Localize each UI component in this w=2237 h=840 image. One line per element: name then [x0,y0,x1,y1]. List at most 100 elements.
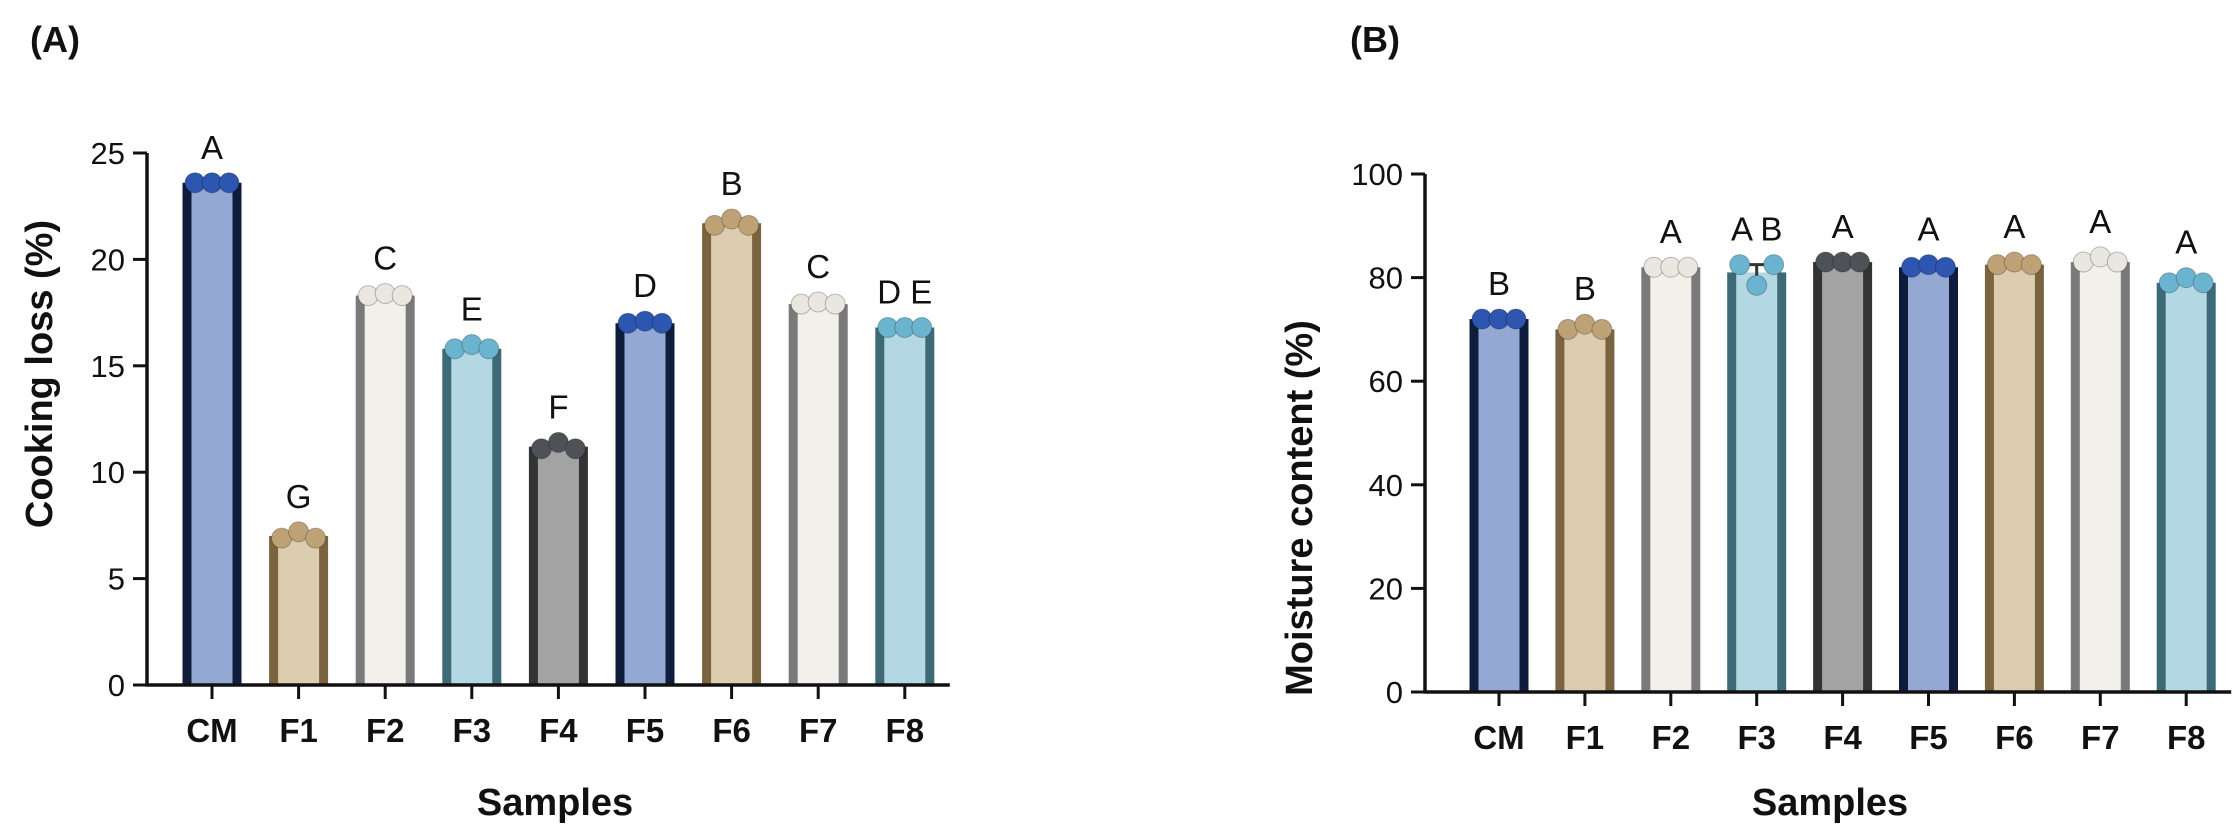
panel-a-x-tick-label-f4: F4 [539,712,578,749]
panel-b-data-point-f8-3 [2192,272,2214,294]
panel-a-significance-label-cm: A [201,129,223,166]
panel-a-bar-edge-left-f3 [442,348,452,685]
panel-b-significance-label-f5: A [1917,211,1939,248]
panel-a-bar-edge-right-f8 [925,327,935,685]
panel-b-significance-label-f4: A [1832,208,1854,245]
panel-b-bar-edge-left-f1 [1555,329,1565,692]
panel-b-bar-f6 [1989,264,2040,692]
panel-a-bar-edge-left-f5 [615,323,625,685]
panel-a-bar-edge-right-f4 [578,446,588,685]
panel-b-significance-label-cm: B [1488,265,1510,302]
panel-a-plot-area: A CM G F1 C F2 E F3 F F4 D F5 B F6 C F7 D E F8 0 5 10 15 20 25 [91,129,950,749]
panel-b-significance-label-f2: A [1660,213,1682,250]
panel-a-bar-f6 [706,223,757,685]
panel-b-bar-edge-right-f8 [2206,282,2216,692]
panel-a-x-tick-label-f5: F5 [626,712,665,749]
panel-a-bar-edge-right-cm [232,182,242,686]
panel-b-bar-f1 [1559,329,1610,692]
panel-a-bar-f4 [533,446,584,685]
panel-b-x-tick-label-f3: F3 [1737,719,1776,756]
panel-a-significance-label-f3: E [461,291,483,328]
panel-a-bar-f7 [793,304,844,685]
panel-b-data-point-f2-3 [1677,256,1699,278]
panel-b-x-tick-label-f1: F1 [1566,719,1605,756]
panel-b-bar-edge-right-f2 [1691,267,1701,692]
panel-b-bar-edge-left-cm [1469,319,1479,692]
panel-a-x-axis-title: Samples [477,782,633,824]
panel-b-data-point-f4-3 [1849,251,1871,273]
panel-b-significance-label-f6: A [2003,208,2025,245]
panel-a-bar-f5 [620,323,670,685]
panel-a-bar-edge-right-f5 [665,323,675,685]
panel-a-y-tick-label-0: 0 [108,668,125,703]
panel-b-bar-edge-left-f7 [2070,262,2080,692]
panel-a-bar-edge-left-cm [182,182,192,686]
panel-a-significance-label-f2: C [373,239,397,276]
panel-b-bar-edge-right-f1 [1605,329,1615,692]
panel-a-significance-label-f4: F [548,388,568,425]
panel-b-bar-edge-right-f6 [2034,264,2044,692]
panel-b-x-tick-label-f6: F6 [1995,719,2034,756]
panel-a-y-tick-label-5: 5 [108,562,125,597]
panel-b-y-tick-label-80: 80 [1369,261,1403,296]
panel-a-bar-edge-right-f3 [492,348,502,685]
panel-a-data-point-f1-3 [305,527,327,549]
panel-b-y-tick-label-20: 20 [1369,571,1403,606]
panel-b-significance-label-f8: A [2175,224,2197,261]
panel-a-significance-label-f5: D [633,267,657,304]
panel-a-data-point-f8-3 [911,316,933,338]
panel-b-data-point-f6-3 [2020,254,2042,276]
panel-b-data-point-f3-2 [1746,274,1768,296]
panel-a-x-tick-label-f2: F2 [366,712,405,749]
chart-panel-a: (A) Cooking loss (%) Samples A CM G F1 C F2 E F… [19,19,950,824]
panel-b-data-point-f3-1 [1729,254,1751,276]
panel-b-x-tick-label-f8: F8 [2167,719,2206,756]
panel-a-bar-f3 [446,348,497,685]
panel-b-data-point-cm-3 [1505,308,1527,330]
panel-a-x-tick-label-f1: F1 [279,712,318,749]
panel-b-data-point-f1-3 [1591,318,1613,340]
panel-a-significance-label-f6: B [721,165,743,202]
panel-b-y-tick-label-40: 40 [1369,468,1403,503]
panel-a-y-tick-label-15: 15 [91,349,125,384]
panel-b-bar-edge-left-f2 [1641,267,1651,692]
panel-b-plot-area: B CM B F1 A F2 A B F3 A F4 A F5 A F6 A F7 A F8 0 20 40 60 80 10… [1351,157,2232,756]
panel-a-bar-edge-right-f6 [752,223,762,685]
panel-a-data-point-f5-3 [651,312,673,334]
panel-b-bar-edge-right-cm [1519,319,1529,692]
panel-a-y-tick-label-25: 25 [91,136,125,171]
panel-a-y-tick-label-10: 10 [91,455,125,490]
panel-b-bar-f5 [1903,267,1954,692]
panel-b-bar-edge-left-f8 [2156,282,2166,692]
panel-a-bar-f1 [273,536,324,685]
panel-b-bar-f8 [2161,282,2212,692]
panel-b-bar-edge-right-f7 [2120,262,2130,692]
panel-b-bar-f4 [1817,262,1868,692]
panel-a-y-tick-label-20: 20 [91,242,125,277]
panel-b-y-tick-label-100: 100 [1351,157,1403,192]
panel-b-x-tick-label-f7: F7 [2081,719,2120,756]
panel-b-x-tick-label-f2: F2 [1652,719,1691,756]
panel-b-bar-f3 [1731,272,1782,692]
panel-b-data-point-f7-3 [2106,251,2128,273]
panel-b-x-tick-label-f5: F5 [1909,719,1948,756]
panel-a-data-point-f6-3 [738,214,760,236]
panel-b-x-tick-label-f4: F4 [1823,719,1862,756]
panel-b-x-tick-label-cm: CM [1473,719,1524,756]
panel-a-bar-edge-right-f7 [838,304,848,685]
panel-b-label: (B) [1350,19,1400,60]
panel-b-x-axis-title: Samples [1752,782,1908,824]
panel-b-bar-edge-left-f6 [1984,264,1994,692]
panel-b-bar-f2 [1645,267,1696,692]
panel-b-y-axis-title: Moisture content (%) [1279,320,1321,696]
panel-b-bar-edge-right-f4 [1863,262,1873,692]
panel-b-significance-label-f1: B [1574,270,1596,307]
panel-a-data-point-f2-3 [391,285,413,307]
panel-b-significance-label-f7: A [2089,203,2111,240]
panel-a-bar-edge-left-f2 [355,295,365,685]
panel-a-significance-label-f7: C [806,248,830,285]
panel-b-significance-label-f3: A B [1731,211,1782,248]
panel-a-data-point-f3-3 [478,338,500,360]
panel-b-y-tick-label-0: 0 [1386,675,1403,710]
